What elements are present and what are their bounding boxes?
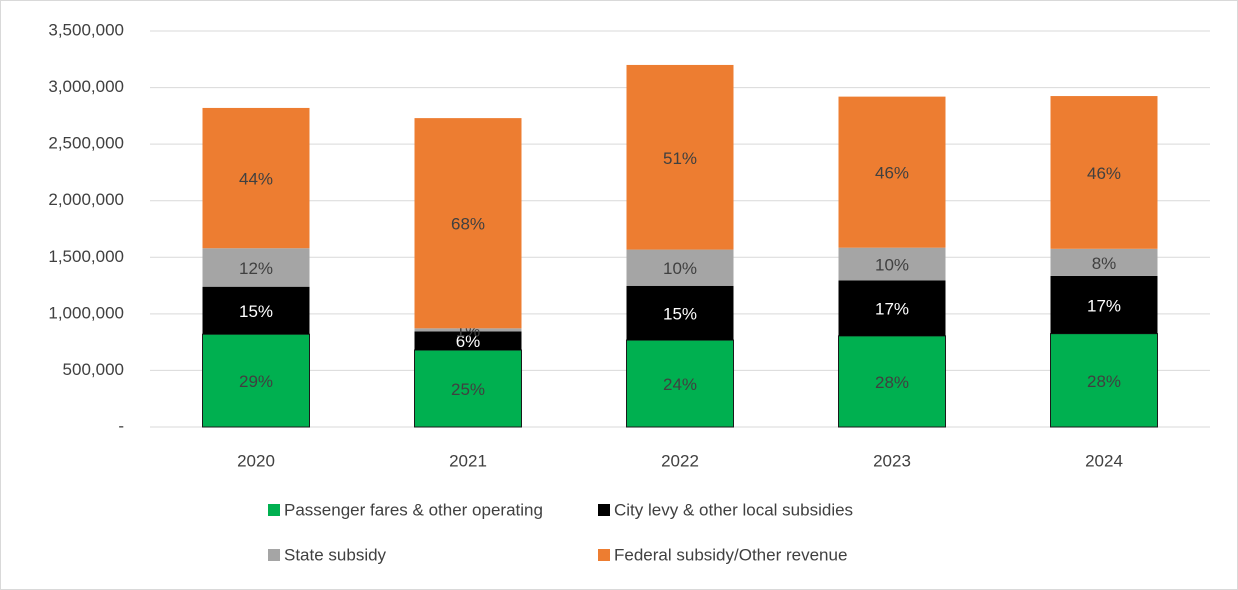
data-label: 10% (663, 259, 697, 278)
y-tick-label: 1,500,000 (48, 247, 124, 266)
data-label: 15% (239, 302, 273, 321)
data-label: 12% (239, 259, 273, 278)
x-tick-label: 2023 (873, 451, 911, 470)
x-tick-label: 2020 (237, 451, 275, 470)
bar-segment (838, 96, 946, 248)
data-label: 24% (663, 375, 697, 394)
bar-segment (1050, 275, 1158, 334)
bar-segment (414, 118, 522, 329)
legend-label: State subsidy (284, 545, 387, 564)
bar-segment (414, 331, 522, 351)
bar-segment (414, 349, 522, 428)
data-label: 46% (1087, 164, 1121, 183)
data-label: 44% (239, 170, 273, 189)
x-tick-label: 2022 (661, 451, 699, 470)
bar-segment (626, 285, 734, 341)
bar-segment (1050, 248, 1158, 276)
x-tick-label: 2021 (449, 451, 487, 470)
bar-segment (202, 286, 310, 335)
bar-segment (1050, 333, 1158, 428)
data-label: 68% (451, 215, 485, 234)
bar-segment (626, 64, 734, 250)
bar-segment (838, 335, 946, 428)
legend-label: City levy & other local subsidies (614, 500, 853, 519)
bar-segment (626, 249, 734, 286)
data-label: 17% (1087, 296, 1121, 315)
y-tick-label: 3,000,000 (48, 77, 124, 96)
x-tick-label: 2024 (1085, 451, 1123, 470)
data-label: 17% (875, 300, 909, 319)
data-label: 25% (451, 380, 485, 399)
legend-swatch (268, 504, 280, 516)
data-label: 15% (663, 304, 697, 323)
bar-segment (202, 333, 310, 428)
legend-swatch (598, 549, 610, 561)
y-tick-label: 2,500,000 (48, 134, 124, 153)
y-tick-label: 1,000,000 (48, 303, 124, 322)
data-label: 10% (875, 256, 909, 275)
bar-segment (202, 107, 310, 249)
data-label: 51% (663, 149, 697, 168)
data-label: 6% (456, 332, 481, 351)
bar-segment (1050, 96, 1158, 249)
data-label: 8% (1092, 254, 1117, 273)
y-tick-label: 500,000 (63, 360, 124, 379)
legend-label: Passenger fares & other operating (284, 500, 543, 519)
bar-segment (414, 328, 522, 332)
y-tick-label: - (118, 416, 124, 435)
legend-label: Federal subsidy/Other revenue (614, 545, 847, 564)
y-tick-label: 2,000,000 (48, 190, 124, 209)
y-tick-label: 3,500,000 (48, 20, 124, 39)
data-label: 46% (875, 164, 909, 183)
bar-segment (626, 339, 734, 428)
bar-segment (838, 247, 946, 281)
data-label: 28% (1087, 372, 1121, 391)
data-label: 28% (875, 373, 909, 392)
legend-swatch (598, 504, 610, 516)
legend-swatch (268, 549, 280, 561)
bar-segment (202, 248, 310, 287)
data-label: 29% (239, 372, 273, 391)
bar-segment (838, 280, 946, 336)
